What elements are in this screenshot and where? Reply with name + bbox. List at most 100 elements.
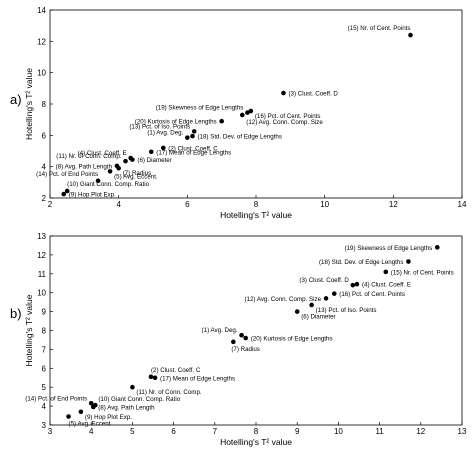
data-point (148, 149, 154, 155)
point-label: (13) Pct. of Iso. Points (129, 123, 190, 130)
point-label: (5) Avg. Eccent. (69, 420, 113, 427)
data-point (281, 90, 286, 96)
x-tick-label: 9 (295, 427, 300, 436)
point-label: (3) Clust. Coeff. D (299, 277, 349, 284)
point-label: (16) Pct. of Cent. Points (339, 291, 405, 298)
point-label: (19) Skewness of Edge Lengths (156, 105, 244, 112)
data-point (95, 178, 101, 184)
x-tick-label: 11 (375, 427, 384, 436)
y-tick-label: 13 (37, 232, 46, 241)
panel-label: a) (10, 92, 22, 107)
y-axis-title: Hotelling's T² value (24, 294, 34, 366)
panel-b: b) 3 4 5 6 7 8 9 10 11 12 13 3 4 5 6 7 8 9 10 11 12 13 Hotellin… (10, 232, 467, 447)
data-point (350, 282, 356, 288)
data-point (354, 281, 360, 287)
y-tick-label: 8 (42, 100, 47, 109)
y-tick-label: 9 (42, 308, 47, 317)
y-tick-label: 2 (42, 194, 47, 203)
data-point (66, 414, 71, 419)
point-label: (17) Mean of Edge Lengths (160, 375, 235, 382)
data-point (434, 245, 440, 250)
point-label: (13) Pct. of Iso. Points (316, 307, 377, 314)
data-point (90, 404, 96, 410)
data-point (294, 309, 300, 314)
data-point (64, 188, 70, 194)
data-point (239, 332, 244, 338)
point-label: (16) Pct. of Cent. Points (255, 113, 321, 120)
x-tick-label: 13 (458, 427, 467, 436)
data-point (309, 302, 314, 308)
x-tick-label: 8 (254, 200, 259, 209)
point-label: (14) Pct. of End Points (25, 395, 87, 402)
data-point (161, 145, 166, 151)
data-point (248, 108, 254, 114)
point-label: (1) Avg. Deg. (147, 130, 183, 137)
y-tick-label: 10 (37, 289, 46, 298)
point-label: (12) Avg. Conn. Comp. Size (246, 119, 323, 126)
data-point (185, 135, 190, 140)
data-point (383, 269, 389, 275)
x-axis-title: Hotelling's T² value (220, 437, 292, 447)
x-tick-label: 8 (254, 427, 259, 436)
point-label: (20) Kurtosis of Edge Lengths (135, 119, 217, 126)
data-point (107, 169, 113, 174)
data-point (239, 112, 245, 118)
y-tick-label: 10 (37, 69, 46, 78)
x-tick-label: 12 (389, 200, 398, 209)
point-label: (5) Avg. Eccent. (114, 173, 158, 180)
data-point (219, 118, 224, 124)
point-label: (11) Nr. of Conn. Comp. (136, 389, 202, 396)
point-label: (9) Hop Plot Exp. (85, 414, 132, 421)
data-point (191, 129, 197, 134)
y-axis-title: Hotelling's T² value (24, 68, 34, 140)
data-point (323, 296, 329, 301)
data-point (130, 157, 135, 162)
y-tick-label: 6 (42, 131, 47, 140)
data-point (408, 32, 413, 38)
panel-a: a) 2 4 6 8 10 12 14 2 4 6 8 10 12 14 Hotelling's T² val… (10, 6, 467, 220)
data-point (130, 384, 135, 390)
data-point (331, 291, 337, 296)
point-label: (10) Giant Conn. Comp. Ratio (98, 396, 180, 403)
point-label: (6) Diameter (301, 314, 335, 321)
data-point (231, 339, 236, 345)
y-tick-label: 12 (37, 251, 46, 260)
y-tick-label: 6 (42, 364, 47, 373)
point-label: (14) Pct. of End Points (36, 171, 98, 178)
point-label: (10) Giant Conn. Comp. Ratio (67, 181, 149, 188)
x-tick-label: 4 (89, 427, 94, 436)
point-label: (2) Clust. Coeff. C (151, 367, 201, 374)
x-tick-label: 10 (334, 427, 343, 436)
point-label: (8) Avg. Path Length (56, 163, 113, 170)
point-label: (4) Clust. Coeff. E (78, 150, 127, 157)
x-tick-label: 6 (171, 427, 176, 436)
data-point (148, 374, 154, 380)
point-label: (15) Nr. of Cent. Points (348, 25, 411, 32)
y-tick-label: 3 (42, 421, 47, 430)
data-point (245, 110, 250, 115)
point-label: (6) Diameter (137, 157, 171, 164)
point-label: (17) Mean of Edge Lengths (156, 149, 231, 156)
y-tick-label: 7 (42, 345, 47, 354)
point-label: (7) Radius (231, 346, 260, 353)
point-label: (3) Clust. Coeff. D (288, 91, 338, 98)
y-tick-label: 11 (38, 270, 47, 279)
point-label: (4) Clust. Coeff. E (362, 282, 411, 289)
data-point (190, 133, 195, 139)
point-label: (9) Hop Plot Exp. (69, 192, 116, 199)
data-point (78, 409, 84, 415)
point-label: (11) Nr. of Conn. Comp. (56, 153, 122, 160)
y-tick-label: 4 (42, 163, 47, 172)
point-label: (1) Avg. Deg. (202, 327, 238, 334)
data-point (116, 165, 121, 171)
point-label: (2) Clust. Coeff. C (168, 145, 218, 152)
x-tick-label: 4 (116, 200, 121, 209)
point-label: (15) Nr. of Cent. Points (391, 269, 454, 276)
point-label: (8) Avg. Path Length (98, 405, 155, 412)
data-point (406, 259, 411, 264)
x-tick-label: 6 (185, 200, 190, 209)
point-label: (20) Kurtosis of Edge Lengths (251, 336, 333, 343)
y-tick-label: 5 (42, 383, 47, 392)
point-label: (18) Std. Dev. of Edge Lengths (319, 259, 404, 266)
